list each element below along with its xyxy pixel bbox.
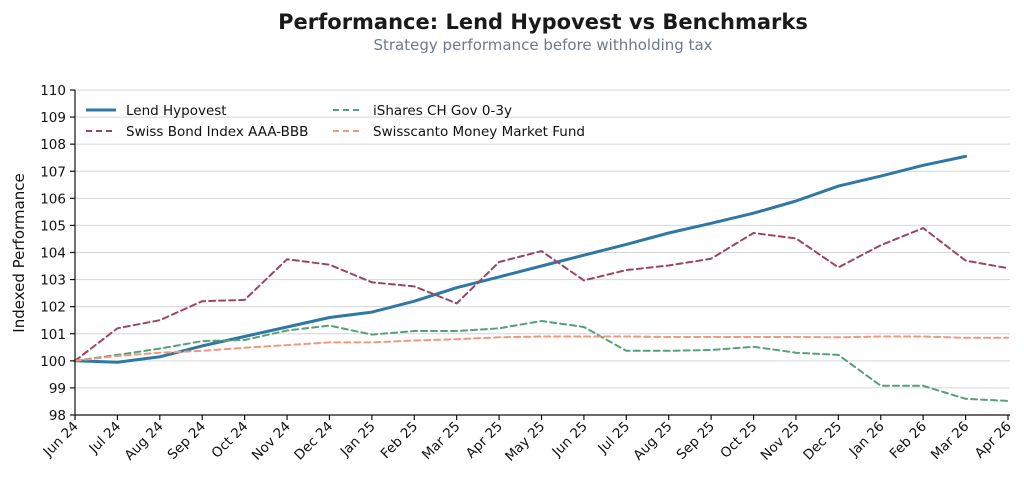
grid — [75, 89, 1010, 416]
x-tick-label: Feb 26 — [887, 419, 930, 462]
x-tick-label: Jun 25 — [549, 419, 591, 461]
x-tick-label: Oct 25 — [717, 419, 760, 462]
legend-label-swisscanto-money-market-fund: Swisscanto Money Market Fund — [373, 124, 585, 140]
x-tick-label: May 25 — [502, 419, 548, 465]
y-tick-label: 109 — [40, 110, 66, 126]
chart-title: Performance: Lend Hypovest vs Benchmarks — [278, 10, 808, 34]
y-ticks: 98 99 100 101 102 103 104 105 106 107 108 109 110 — [40, 83, 75, 424]
y-tick-label: 104 — [40, 246, 66, 262]
x-tick-label: Aug 24 — [122, 419, 167, 464]
x-tick-label: Dec 25 — [800, 419, 845, 464]
x-tick-label: Feb 25 — [378, 419, 421, 462]
y-tick-label: 107 — [40, 164, 66, 180]
series-line-swisscanto-money-market-fund — [74, 335, 1009, 362]
y-axis-label: Indexed Performance — [10, 173, 28, 332]
legend: Lend Hypovest Swiss Bond Index AAA-BBB iSh… — [86, 103, 585, 140]
x-tick-label: Jul 25 — [594, 419, 633, 458]
series-line-swiss-bond-index-aaa-bbb — [74, 227, 1009, 362]
x-tick-label: Nov 24 — [249, 419, 294, 464]
x-tick-label: Mar 26 — [928, 419, 973, 464]
series-lines — [73, 154, 1009, 402]
y-tick-label: 101 — [40, 327, 66, 343]
legend-label-ishares-ch-gov-0-3y: iShares CH Gov 0-3y — [373, 103, 512, 119]
x-tick-label: Jan 26 — [846, 419, 888, 461]
x-tick-label: Mar 25 — [419, 419, 464, 464]
chart-subtitle: Strategy performance before withholding … — [373, 36, 712, 54]
x-tick-label: Jul 24 — [86, 419, 125, 458]
series-line-ishares-ch-gov-0-3y — [74, 320, 1009, 402]
x-tick-label: Apr 26 — [972, 419, 1015, 462]
series-line-lend-hypovest — [73, 154, 968, 364]
x-tick-label: Oct 24 — [208, 419, 251, 462]
legend-label-swiss-bond-index-aaa-bbb: Swiss Bond Index AAA-BBB — [126, 124, 308, 140]
legend-label-lend-hypovest: Lend Hypovest — [126, 103, 227, 119]
y-tick-label: 100 — [40, 354, 66, 370]
y-tick-label: 98 — [49, 408, 66, 424]
y-tick-label: 106 — [40, 191, 66, 207]
y-tick-label: 99 — [49, 381, 66, 397]
y-tick-label: 105 — [40, 218, 66, 234]
x-tick-label: Sep 24 — [165, 419, 209, 463]
x-tick-label: Aug 25 — [630, 419, 675, 464]
x-tick-label: Jan 25 — [337, 419, 379, 461]
y-tick-label: 103 — [40, 273, 66, 289]
x-tick-label: Dec 24 — [291, 419, 336, 464]
y-tick-label: 102 — [40, 300, 66, 316]
x-tick-label: Sep 25 — [673, 419, 717, 463]
x-tick-label: Jun 24 — [40, 419, 82, 461]
y-tick-label: 108 — [40, 137, 66, 153]
x-tick-label: Apr 25 — [463, 419, 506, 462]
x-tick-label: Nov 25 — [758, 419, 803, 464]
y-tick-label: 110 — [40, 83, 66, 99]
